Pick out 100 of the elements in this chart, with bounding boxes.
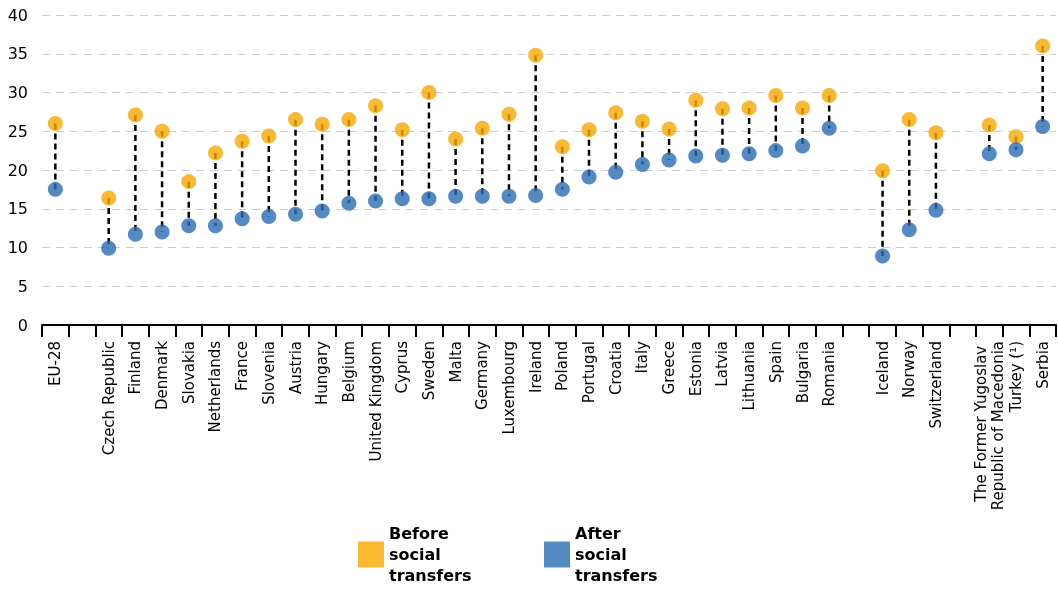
y-tick-label: 40 (7, 5, 28, 25)
x-tick-label: Luxembourg (499, 341, 518, 435)
point (314, 116, 330, 132)
point (501, 106, 517, 122)
point (394, 122, 410, 138)
y-tick-label: 0 (17, 315, 28, 335)
x-tick-label: Czech Republic (99, 341, 118, 456)
point (314, 203, 330, 219)
point (795, 138, 810, 154)
point (421, 191, 437, 207)
y-tick-label: 30 (7, 83, 28, 102)
point (901, 112, 917, 128)
x-tick-label: Sweden (419, 341, 438, 401)
point (181, 218, 197, 234)
point (474, 120, 490, 136)
point (127, 107, 143, 123)
point (1008, 142, 1024, 158)
point (181, 174, 197, 190)
x-tick-label: Latvia (713, 341, 732, 387)
y-tick-label: 5 (17, 276, 28, 296)
point (634, 157, 650, 173)
x-tick-label: Spain (766, 341, 785, 383)
point (554, 181, 570, 197)
x-tick-label: France (233, 341, 252, 391)
point (661, 121, 677, 137)
x-tick-label: Estonia (686, 341, 705, 397)
point (581, 169, 597, 185)
point (261, 209, 277, 224)
point (741, 146, 757, 162)
point (821, 88, 837, 104)
point (448, 188, 464, 204)
point (688, 148, 704, 164)
x-tick-label: United Kingdom (366, 341, 385, 462)
legend-label: After social transfers (575, 524, 658, 585)
y-tick-label: 15 (7, 199, 28, 219)
point (448, 131, 464, 147)
point (474, 188, 490, 204)
x-tick-label: Romania (820, 341, 839, 407)
point (1008, 129, 1024, 145)
x-tick-label: Slovakia (179, 341, 198, 404)
point (47, 181, 63, 197)
x-tick-label: Switzerland (926, 341, 945, 429)
point (207, 218, 223, 234)
point (288, 112, 303, 128)
x-tick-label: Serbia (1033, 341, 1052, 389)
point (875, 163, 891, 179)
x-tick-label: Ireland (526, 341, 545, 393)
point (608, 164, 624, 180)
point (634, 113, 650, 129)
x-tick-label: Finland (126, 341, 145, 395)
y-tick-label: 35 (7, 44, 28, 64)
x-tick-label: Denmark (153, 340, 172, 410)
point (528, 47, 544, 63)
x-tick-label: Lithuania (740, 341, 759, 411)
x-tick-label: Germany (473, 340, 492, 410)
legend-label: Before social transfers (389, 524, 472, 585)
point (341, 195, 357, 211)
point (341, 112, 357, 128)
x-tick-label: The Former Yugoslav Republic of Macedonia (971, 341, 1007, 511)
point (981, 146, 997, 162)
point (581, 122, 597, 138)
point (1035, 38, 1051, 54)
point (47, 116, 63, 131)
point (101, 240, 117, 256)
point (928, 202, 944, 218)
x-tick-label: Norway (900, 340, 919, 398)
x-tick-label: Turkey (¹) (1006, 341, 1025, 414)
x-tick-label: Italy (633, 340, 652, 374)
point (795, 100, 810, 116)
point (368, 98, 384, 114)
x-tick-label: Cyprus (393, 340, 412, 394)
point (821, 120, 837, 136)
point (127, 226, 143, 242)
x-tick-label: Netherlands (206, 340, 225, 433)
point (901, 222, 917, 238)
point (234, 133, 250, 149)
point (501, 188, 517, 204)
x-tick-label: Croatia (606, 341, 625, 395)
point (101, 190, 117, 206)
point (261, 128, 277, 144)
point (661, 152, 677, 168)
point (714, 101, 730, 117)
x-tick-label: Hungary (313, 340, 332, 406)
point (421, 85, 437, 100)
y-tick-label: 25 (7, 121, 28, 141)
x-tick-label: Portugal (580, 341, 599, 404)
point (394, 191, 410, 207)
point (981, 117, 997, 133)
x-tick-label: Austria (286, 341, 305, 394)
point (234, 211, 250, 227)
point (368, 193, 384, 209)
point (288, 206, 303, 222)
point (154, 224, 170, 240)
x-tick-label: Slovenia (259, 341, 278, 405)
y-tick-label: 10 (7, 238, 28, 257)
point (608, 105, 624, 121)
x-tick-label: Belgium (339, 341, 358, 403)
x-tick-label: EU-28 (46, 341, 65, 386)
x-tick-label: Greece (660, 341, 679, 395)
point (688, 92, 704, 108)
